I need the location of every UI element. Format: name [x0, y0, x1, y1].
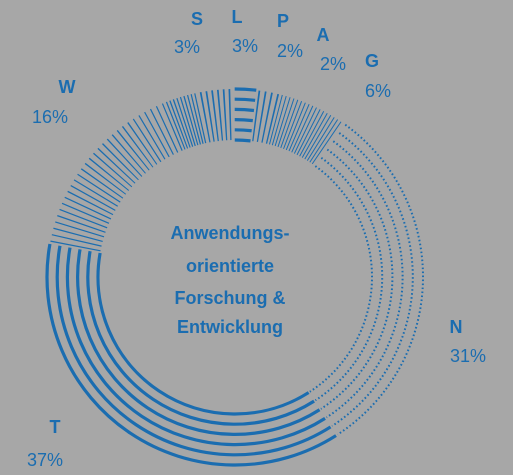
slice — [251, 90, 280, 144]
slice-hatch — [268, 94, 344, 166]
center-line: Entwicklung — [177, 317, 283, 337]
slice — [165, 92, 208, 150]
slice-ring — [331, 132, 414, 427]
slice-hatch — [50, 103, 184, 252]
slice-ring — [86, 250, 315, 426]
slice-ring — [76, 249, 321, 436]
slice-hatch — [199, 89, 234, 143]
slice-category: A — [317, 25, 330, 45]
slice-ring — [314, 156, 384, 402]
slice-hatch — [251, 90, 280, 144]
slice-category: L — [232, 7, 243, 27]
slice-category: G — [365, 51, 379, 71]
slice-value-label: 16% — [32, 107, 68, 127]
slice-value-label: 31% — [450, 346, 486, 366]
slice-ring — [96, 252, 310, 416]
slice-value-label: 6% — [365, 81, 391, 101]
slice-ring — [234, 107, 255, 113]
slice-category: W — [59, 77, 76, 97]
slice-ring — [234, 128, 252, 133]
slice-value-label: 37% — [27, 450, 63, 470]
center-line: Forschung & — [175, 288, 286, 308]
slice — [268, 94, 344, 166]
slice-category: T — [50, 417, 61, 437]
slice — [199, 89, 234, 143]
slice-value-label: 2% — [320, 54, 346, 74]
slice-value-label: 2% — [277, 41, 303, 61]
slice — [309, 123, 424, 436]
slice-value-label: 3% — [232, 36, 258, 56]
slice-ring — [234, 138, 251, 143]
slice-ring — [234, 97, 256, 102]
slice-ring — [234, 87, 257, 92]
center-line: orientierte — [186, 256, 274, 276]
slice — [234, 87, 257, 143]
slice-hatch — [165, 92, 208, 150]
slice-ring — [325, 140, 404, 419]
slice-category: N — [450, 317, 463, 337]
center-label: Anwendungs- orientierte Forschung & Entw… — [171, 223, 290, 337]
slice-ring — [55, 245, 332, 457]
slice-ring — [234, 117, 253, 123]
center-line: Anwendungs- — [171, 223, 290, 243]
slice-ring — [65, 247, 326, 447]
slice-category: P — [277, 11, 289, 31]
slice-ring — [320, 148, 394, 410]
slice-category: S — [191, 9, 203, 29]
slice — [50, 103, 184, 252]
slice — [45, 243, 337, 467]
slice-ring — [45, 243, 337, 467]
slice-value-label: 3% — [174, 37, 200, 57]
slice-ring — [309, 165, 373, 393]
slice-ring — [337, 123, 424, 436]
